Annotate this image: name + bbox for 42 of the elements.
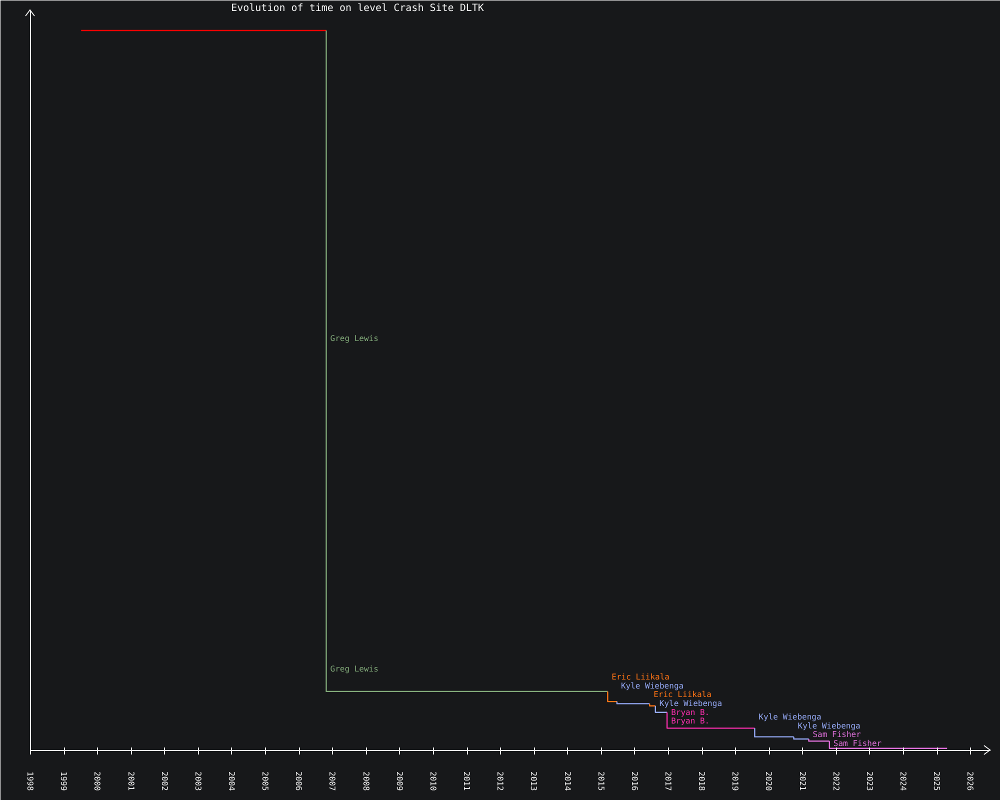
x-tick-label: 2022 [831,772,840,791]
x-tick-label: 2000 [92,772,102,791]
x-tick-label: 2018 [697,772,706,791]
annotation: Greg Lewis [330,334,379,344]
annotation: Bryan B. [671,716,710,726]
annotation: Kyle Wiebenga [659,698,722,708]
annotation: Kyle Wiebenga [758,712,822,722]
x-tick-label: 1998 [26,772,34,791]
annotation: Sam Fisher [812,730,862,740]
chart-title: Evolution of time on level Crash Site DLTK [231,3,484,14]
annotation: Kyle Wiebenga [620,681,684,690]
x-tick-label: 2020 [764,772,774,791]
x-tick-label: 2014 [562,772,572,791]
x-tick-label: 2003 [193,772,202,791]
x-tick-label: 2019 [730,772,740,791]
x-tick-label: 2015 [596,772,606,791]
x-tick-label: 2011 [462,772,472,791]
x-tick-label: 2008 [361,772,370,791]
annotation: Kyle Wiebenga [798,722,861,731]
x-tick-label: 2005 [260,772,270,791]
annotation: Greg Lewis [330,664,379,674]
annotation: Eric Liikala [654,690,712,700]
x-tick-label: 2013 [529,772,538,791]
x-tick-label: 2006 [294,772,304,791]
x-tick-label: 2009 [394,772,404,791]
x-tick-label: 2025 [932,772,942,791]
x-tick-label: 1999 [59,772,68,791]
x-tick-label: 2004 [226,772,236,791]
x-tick-label: 2026 [966,772,975,791]
x-tick-label: 2016 [630,772,639,791]
annotation: Eric Liikala [612,672,670,682]
annotation: Sam Fisher [833,738,882,748]
x-tick-label: 2002 [160,772,169,791]
x-tick-label: 2012 [496,772,505,791]
x-tick-label: 2024 [898,772,908,791]
x-tick-label: 2017 [664,772,673,791]
x-tick-label: 2007 [328,772,337,791]
x-tick-label: 2023 [864,772,874,791]
annotation: Bryan B. [671,708,710,717]
x-tick-label: 2001 [126,772,136,791]
x-tick-label: 2010 [428,772,438,791]
x-tick-label: 2021 [798,772,807,791]
